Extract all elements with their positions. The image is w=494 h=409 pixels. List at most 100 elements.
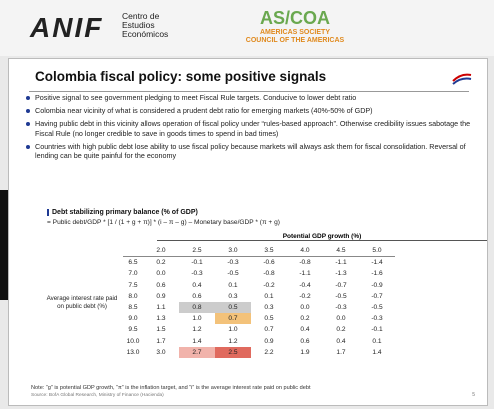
cell: -0.7: [335, 281, 347, 289]
cell: -0.9: [371, 281, 383, 289]
cell: 1.7: [336, 348, 346, 356]
cell: 2.5: [215, 346, 251, 358]
cell: 0.3: [228, 292, 238, 300]
column-label: 4.0: [287, 245, 323, 258]
bank-logo: [452, 73, 472, 85]
row-label: 13.0: [126, 348, 140, 356]
corner: [123, 245, 143, 258]
ascoa-line: COUNCIL OF THE AMERICAS: [245, 37, 345, 44]
row-label: 8.0: [128, 292, 138, 300]
cell: -0.3: [335, 304, 347, 312]
table-row: 10.0 1.7 1.4 1.2 0.9 0.6 0.4 0.1: [123, 336, 395, 347]
row-header: Average interest rate paid on public deb…: [46, 295, 118, 310]
cell: 0.1: [228, 281, 238, 289]
bullet: Having public debt in this vicinity allo…: [26, 119, 485, 138]
cell: -0.6: [263, 259, 275, 267]
cell: 1.5: [156, 326, 166, 334]
table-row: 9.5 1.5 1.2 1.0 0.7 0.4 0.2 -0.1: [123, 324, 395, 335]
cell: 0.7: [215, 313, 251, 325]
header: ANIF Centro de Estudios Económicos AS/CO…: [0, 0, 494, 56]
column-label: 2.0: [143, 245, 179, 258]
cell: -1.1: [335, 259, 347, 267]
bullet: Countries with high public debt lose abi…: [26, 142, 485, 161]
cell: 1.4: [192, 337, 202, 345]
cell: 1.3: [156, 315, 166, 323]
row-label: 7.5: [128, 281, 138, 289]
cell: 1.2: [228, 337, 238, 345]
note: Note: “g” is potential GDP growth, “π” i…: [31, 385, 311, 391]
cell: 0.6: [300, 337, 310, 345]
cell: -1.3: [335, 270, 347, 278]
cell: 0.7: [264, 326, 274, 334]
anif-text: Centro de Estudios Económicos: [122, 11, 169, 39]
cell: -0.5: [227, 270, 239, 278]
table-row: 7.0 0.0 -0.3 -0.5 -0.8 -1.1 -1.3 -1.6: [123, 268, 395, 279]
cell: -1.6: [371, 270, 383, 278]
table-row: 8.0 0.9 0.6 0.3 0.1 -0.2 -0.5 -0.7: [123, 291, 395, 302]
cell: -0.1: [191, 259, 203, 267]
ascoa-line: AMERICAS SOCIETY: [259, 29, 330, 36]
cell: 0.2: [156, 259, 166, 267]
page-number: 5: [472, 392, 475, 398]
cell: -1.4: [371, 259, 383, 267]
cell: -0.3: [227, 259, 239, 267]
cell: 1.7: [156, 337, 166, 345]
cell: 0.9: [264, 337, 274, 345]
cell: -0.8: [299, 259, 311, 267]
ascoa-coa: COA: [290, 8, 330, 28]
cell: -0.1: [371, 326, 383, 334]
bullet: Positive signal to see government pledgi…: [26, 93, 485, 103]
cell: -0.7: [371, 292, 383, 300]
cell: 0.0: [300, 304, 310, 312]
cell: -0.5: [371, 304, 383, 312]
cell: 0.1: [372, 337, 382, 345]
cell: 0.8: [179, 301, 215, 314]
cell: -0.3: [191, 270, 203, 278]
cell: 3.0: [156, 348, 166, 356]
column-label: 3.5: [251, 245, 287, 258]
cell: -0.2: [299, 292, 311, 300]
cell: 2.7: [179, 346, 215, 358]
slide-title: Colombia fiscal policy: some positive si…: [35, 69, 327, 84]
row-label: 6.5: [128, 259, 138, 267]
column-label: 4.5: [323, 245, 359, 258]
ascoa-logo: AS/COA AMERICAS SOCIETY COUNCIL OF THE A…: [220, 8, 370, 45]
cell: 1.0: [192, 315, 202, 323]
anif-logo: ANIF: [30, 12, 104, 43]
column-label: 2.5: [179, 245, 215, 258]
cell: 0.4: [336, 337, 346, 345]
cell: 1.1: [156, 304, 166, 312]
cell: -0.4: [299, 281, 311, 289]
column-label: 3.0: [215, 245, 251, 258]
title-rule: [29, 91, 469, 92]
cell: 1.4: [372, 348, 382, 356]
table-row: 9.0 1.3 1.0 0.7 0.5 0.2 0.0 -0.3: [123, 313, 395, 325]
column-label: 5.0: [359, 245, 395, 258]
cell: 0.4: [300, 326, 310, 334]
cell: 0.0: [336, 315, 346, 323]
cell: 0.2: [300, 315, 310, 323]
formula: = Public debt/GDP * [1 / (1 + g + π)] * …: [47, 219, 280, 226]
row-label: 9.5: [128, 326, 138, 334]
table-row: 8.5 1.1 0.8 0.5 0.3 0.0 -0.3 -0.5: [123, 301, 395, 314]
cell: -1.1: [299, 270, 311, 278]
cell: 1.9: [300, 348, 310, 356]
cell: 0.3: [264, 304, 274, 312]
cell: 1.0: [228, 326, 238, 334]
source: Source: BofA Global Research, Ministry o…: [31, 393, 164, 398]
cell: 0.4: [192, 281, 202, 289]
column-header: Potential GDP growth (%): [157, 233, 487, 241]
bullet: Colombia near vicinity of what is consid…: [26, 106, 485, 116]
cell: 0.6: [156, 281, 166, 289]
cell: 0.1: [264, 292, 274, 300]
cell: 0.6: [192, 292, 202, 300]
cell: 0.5: [215, 301, 251, 314]
sensitivity-table: 2.0 2.5 3.0 3.5 4.0 4.5 5.0 6.5 0.2 -0.1 -0.3 -0.6…: [123, 245, 395, 358]
cell: 1.2: [192, 326, 202, 334]
ascoa-as: AS/: [259, 8, 290, 28]
row-label: 10.0: [126, 337, 140, 345]
table-row: 6.5 0.2 -0.1 -0.3 -0.6 -0.8 -1.1 -1.4: [123, 257, 395, 269]
row-label: 8.5: [128, 304, 138, 312]
table-title: Debt stabilizing primary balance (% of G…: [47, 209, 198, 216]
